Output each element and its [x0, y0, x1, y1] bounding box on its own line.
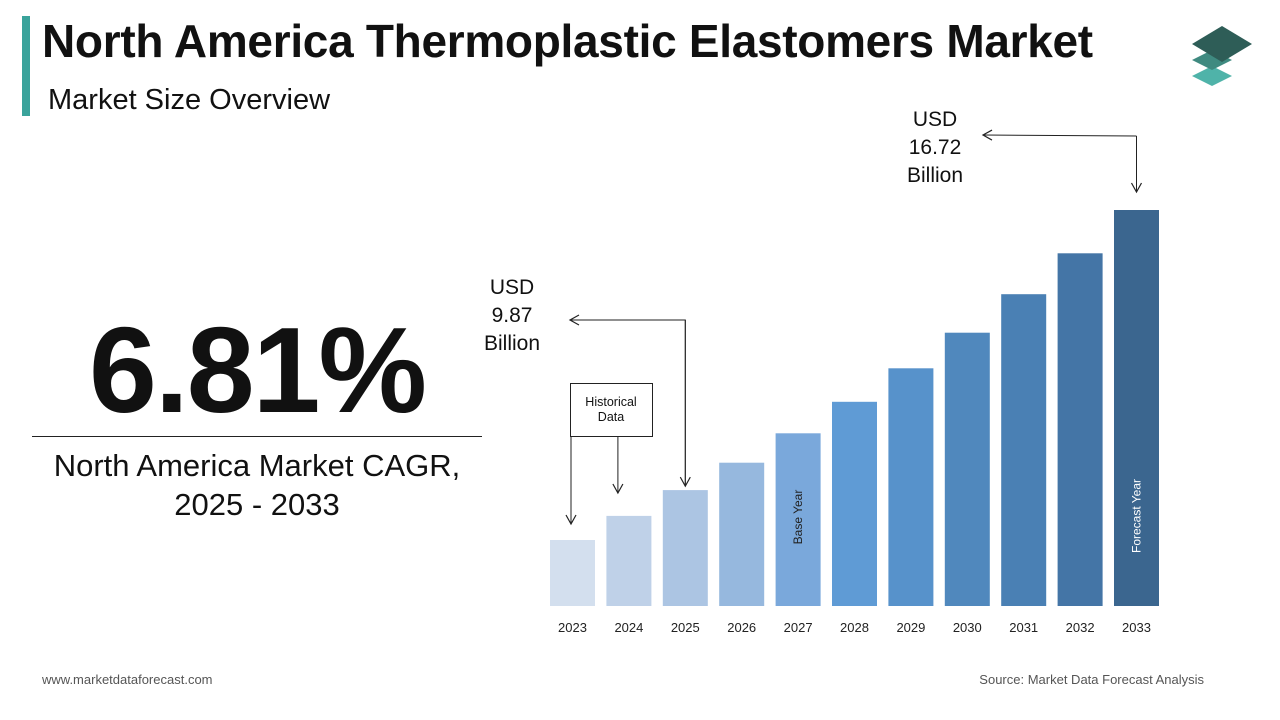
cagr-value: 6.81%: [89, 302, 427, 438]
bar-2031: [1001, 294, 1047, 606]
cagr-label: North America Market CAGR, 2025 - 2033: [20, 446, 494, 524]
forecast-year-label: Forecast Year: [1130, 479, 1144, 553]
bar-2029: [888, 368, 934, 606]
x-tick-label-2026: 2026: [727, 620, 756, 635]
bar-2028: [832, 401, 877, 606]
title-accent-bar: [22, 16, 30, 116]
brand-logo-icon: [1192, 26, 1252, 86]
bar-2027: [775, 433, 821, 606]
x-tick-label-2027: 2027: [784, 620, 813, 635]
x-tick-label-2023: 2023: [558, 620, 587, 635]
base-year-label: Base Year: [791, 490, 805, 545]
x-tick-label-2033: 2033: [1122, 620, 1151, 635]
footer-website: www.marketdataforecast.com: [42, 672, 213, 687]
cagr-label-line1: North America Market CAGR,: [53, 448, 461, 483]
logo-layer-top: [1192, 26, 1252, 62]
bar-2025: [662, 490, 708, 606]
bar-2024: [606, 515, 652, 606]
x-tick-label-2031: 2031: [1009, 620, 1038, 635]
logo-layer-bottom: [1192, 66, 1232, 86]
footer-source: Source: Market Data Forecast Analysis: [979, 672, 1204, 687]
historical-data-label: Historical Data: [585, 395, 636, 424]
page-subtitle: Market Size Overview: [48, 84, 331, 116]
start-value-label: USD 9.87 Billion: [484, 276, 540, 355]
end-value-label: USD 16.72 Billion: [907, 108, 963, 187]
end-value-arrow-left: [981, 129, 1137, 141]
x-tick-label-2028: 2028: [840, 620, 869, 635]
bar-2023: [550, 540, 595, 606]
x-tick-label-2030: 2030: [953, 620, 982, 635]
bar-2026: [719, 462, 765, 606]
bars-layer: [550, 210, 1159, 607]
bar-2030: [944, 332, 990, 606]
x-tick-label-2032: 2032: [1066, 620, 1095, 635]
bar-2033: [1114, 210, 1159, 606]
x-tick-label-2024: 2024: [614, 620, 643, 635]
chart-annotations: USD 9.87 Billion USD 16.72 Billion Historical D…: [484, 108, 1144, 553]
cagr-divider: [32, 436, 482, 437]
x-tick-label-2029: 2029: [896, 620, 925, 635]
page-title: North America Thermoplastic Elastomers M…: [42, 15, 1093, 67]
historical-data-box: [570, 383, 653, 437]
x-tick-label-2025: 2025: [671, 620, 700, 635]
cagr-label-line2: 2025 - 2033: [174, 487, 340, 522]
x-tick-labels: 2023 2024 2025 2026 2027 2028 2029 2030 2031 2032…: [558, 620, 1151, 635]
bar-2032: [1057, 253, 1103, 607]
